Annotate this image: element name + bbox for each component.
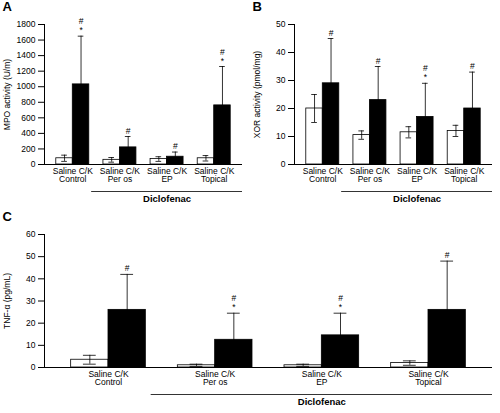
svg-text:#: # bbox=[423, 63, 428, 73]
svg-text:400: 400 bbox=[21, 128, 35, 138]
svg-text:10: 10 bbox=[276, 131, 286, 141]
svg-text:*: * bbox=[232, 302, 236, 312]
svg-text:200: 200 bbox=[21, 144, 35, 154]
svg-text:#: # bbox=[231, 293, 236, 303]
svg-text:1000: 1000 bbox=[17, 81, 36, 91]
svg-text:#: # bbox=[338, 293, 343, 303]
svg-text:B: B bbox=[253, 0, 262, 14]
svg-text:#: # bbox=[376, 56, 381, 66]
svg-text:Diclofenac: Diclofenac bbox=[393, 193, 441, 204]
svg-text:1200: 1200 bbox=[17, 66, 36, 76]
svg-text:Saline C/KPer os: Saline C/KPer os bbox=[100, 166, 140, 185]
svg-text:Saline C/KControl: Saline C/KControl bbox=[303, 166, 343, 185]
svg-text:1400: 1400 bbox=[17, 50, 36, 60]
svg-text:#: # bbox=[173, 141, 178, 151]
svg-text:50: 50 bbox=[276, 19, 286, 29]
svg-text:Saline C/KEP: Saline C/KEP bbox=[147, 166, 187, 185]
svg-text:0: 0 bbox=[281, 159, 286, 169]
svg-text:#: # bbox=[220, 47, 225, 57]
svg-text:800: 800 bbox=[21, 97, 35, 107]
svg-text:#: # bbox=[125, 263, 130, 273]
svg-text:1800: 1800 bbox=[17, 19, 36, 29]
svg-text:#: # bbox=[79, 16, 84, 26]
svg-text:Saline C/KEP: Saline C/KEP bbox=[397, 166, 437, 185]
svg-text:#: # bbox=[470, 61, 475, 71]
svg-text:MPO activity (U/m): MPO activity (U/m) bbox=[2, 59, 12, 130]
svg-text:20: 20 bbox=[26, 318, 36, 328]
svg-text:30: 30 bbox=[26, 296, 36, 306]
svg-text:XOR activity (pmol/mg): XOR activity (pmol/mg) bbox=[252, 51, 262, 139]
svg-text:A: A bbox=[3, 0, 13, 14]
svg-text:50: 50 bbox=[26, 251, 36, 261]
svg-text:0: 0 bbox=[31, 362, 36, 372]
svg-text:Saline C/KTopical: Saline C/KTopical bbox=[408, 369, 448, 388]
svg-text:Saline C/KControl: Saline C/KControl bbox=[88, 369, 128, 388]
svg-text:#: # bbox=[445, 250, 450, 260]
svg-text:40: 40 bbox=[26, 274, 36, 284]
svg-text:*: * bbox=[339, 302, 343, 312]
svg-text:Saline C/KTopical: Saline C/KTopical bbox=[444, 166, 484, 185]
svg-text:Diclofenac: Diclofenac bbox=[143, 193, 191, 204]
svg-text:Saline C/KEP: Saline C/KEP bbox=[302, 369, 342, 388]
svg-text:*: * bbox=[424, 72, 428, 82]
svg-text:1600: 1600 bbox=[17, 35, 36, 45]
svg-text:TNF-α (pg/mL): TNF-α (pg/mL) bbox=[2, 273, 12, 329]
svg-text:C: C bbox=[3, 210, 13, 224]
svg-text:Diclofenac: Diclofenac bbox=[298, 396, 346, 407]
svg-text:*: * bbox=[79, 25, 83, 35]
svg-text:600: 600 bbox=[21, 113, 35, 123]
svg-text:Saline C/KControl: Saline C/KControl bbox=[53, 166, 93, 185]
svg-text:30: 30 bbox=[276, 75, 286, 85]
svg-text:Saline C/KPer os: Saline C/KPer os bbox=[350, 166, 390, 185]
svg-text:0: 0 bbox=[31, 159, 36, 169]
svg-text:40: 40 bbox=[276, 47, 286, 57]
svg-text:#: # bbox=[329, 28, 334, 38]
svg-text:*: * bbox=[221, 56, 225, 66]
svg-text:Saline C/KPer os: Saline C/KPer os bbox=[195, 369, 235, 388]
svg-text:20: 20 bbox=[276, 103, 286, 113]
svg-text:10: 10 bbox=[26, 340, 36, 350]
svg-text:60: 60 bbox=[26, 229, 36, 239]
svg-text:#: # bbox=[126, 126, 131, 136]
svg-text:Saline C/KTopical: Saline C/KTopical bbox=[194, 166, 234, 185]
